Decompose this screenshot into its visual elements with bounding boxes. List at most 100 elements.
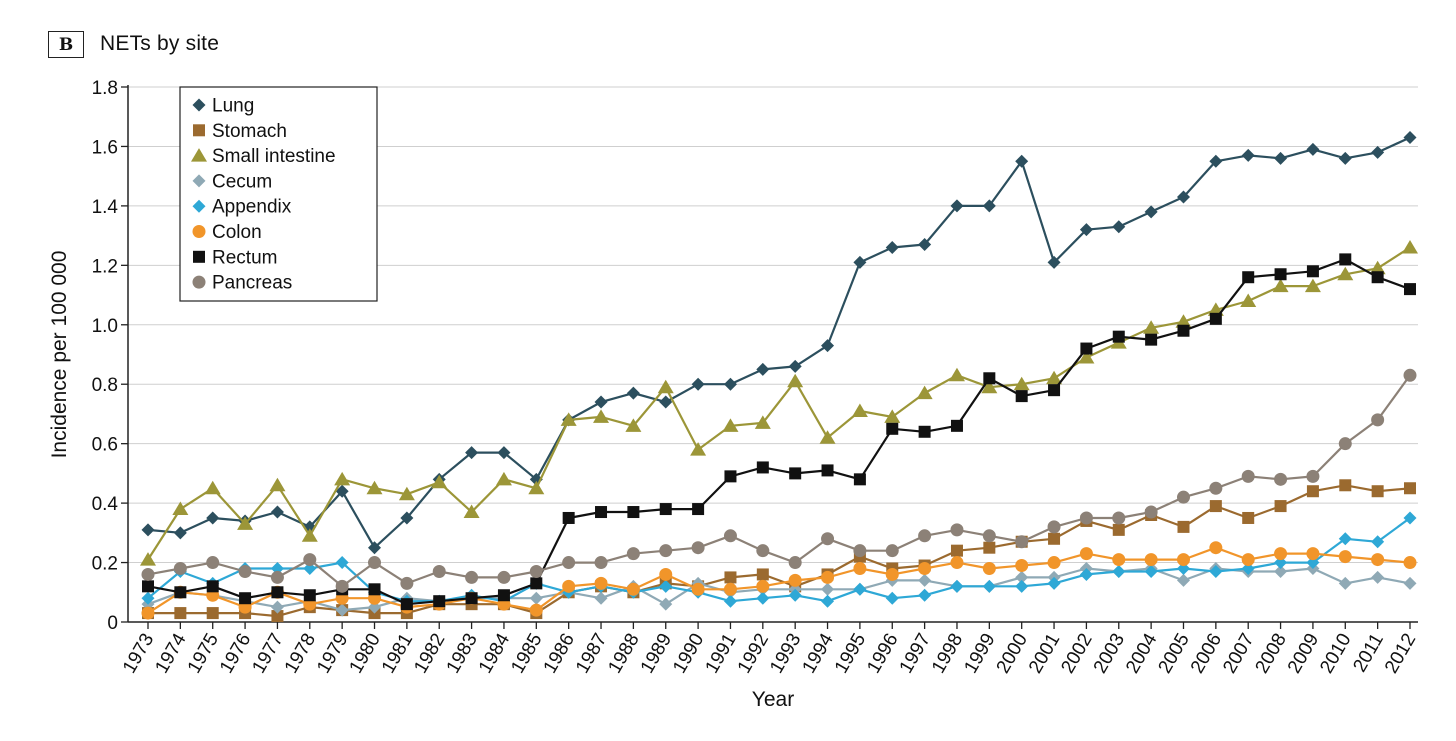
- colon-point: [788, 573, 802, 587]
- rectum-point: [659, 503, 672, 516]
- x-tick-label: 2005: [1154, 630, 1193, 677]
- small-intestine-point: [560, 412, 577, 426]
- stomach-point: [1404, 482, 1416, 495]
- x-tick-label: 1997: [896, 630, 935, 677]
- rectum-point: [142, 580, 154, 593]
- rectum-point: [206, 580, 219, 593]
- x-tick-label: 1978: [281, 630, 320, 677]
- legend-label-cecum: Cecum: [212, 171, 272, 192]
- appendix-point: [853, 582, 867, 596]
- legend: Lung Stomach Small intestine Cecum Appendix C…: [179, 86, 378, 302]
- legend-marker-stomach: [193, 124, 205, 137]
- lung-point: [788, 359, 802, 373]
- rectum-point: [886, 422, 899, 435]
- rectum-point: [724, 470, 737, 483]
- panel-title: NETs by site: [100, 32, 220, 55]
- x-tick-label: 2010: [1316, 630, 1355, 677]
- legend-marker-colon: [192, 225, 206, 238]
- small-intestine-point: [625, 418, 642, 432]
- y-axis-label: Incidence per 100 000: [48, 251, 71, 459]
- appendix-point: [1047, 576, 1061, 590]
- small-intestine-point: [657, 379, 674, 394]
- appendix-point: [1241, 562, 1255, 575]
- small-intestine-line: [147, 246, 1411, 561]
- colon-point: [853, 562, 867, 575]
- small-intestine-point: [787, 373, 804, 388]
- stomach-point: [174, 607, 187, 620]
- y-tick-label: 1.6: [92, 137, 118, 158]
- rectum-point: [1048, 384, 1061, 397]
- rectum-point: [1339, 253, 1352, 266]
- rectum-point: [400, 598, 413, 611]
- rectum-point: [1404, 283, 1416, 296]
- lung-point: [1306, 142, 1320, 156]
- legend-label-stomach: Stomach: [212, 121, 287, 142]
- small-intestine-point: [1337, 266, 1354, 281]
- x-tick-label: 1990: [669, 630, 708, 677]
- colon-point: [1176, 553, 1190, 567]
- lung-point: [400, 511, 414, 525]
- colon-point: [918, 562, 932, 575]
- pancreas-point: [238, 564, 252, 578]
- small-intestine-point: [948, 367, 965, 382]
- colon-point: [1144, 553, 1158, 567]
- rectum-point: [983, 372, 996, 385]
- series-appendix: [141, 511, 1417, 608]
- x-tick-label: 1995: [831, 630, 870, 677]
- appendix-point: [303, 562, 317, 575]
- pancreas-point: [270, 570, 284, 584]
- small-intestine-point: [754, 415, 771, 429]
- rectum-point: [174, 586, 187, 599]
- small-intestine-point: [334, 471, 351, 486]
- y-tick-label: 1.8: [92, 78, 118, 99]
- small-intestine-point: [1272, 278, 1289, 293]
- rectum-point: [1371, 271, 1384, 284]
- legend-label-rectum: Rectum: [212, 247, 277, 268]
- legend-label-small-intestine: Small intestine: [212, 146, 336, 167]
- x-tick-label: 1974: [151, 630, 191, 677]
- legend-marker-appendix: [192, 199, 206, 213]
- appendix-point: [335, 556, 349, 570]
- small-intestine-point: [1240, 293, 1257, 307]
- small-intestine-point: [204, 480, 221, 495]
- lung-point: [626, 386, 640, 400]
- lung-point: [1047, 255, 1061, 269]
- small-intestine-point: [916, 385, 933, 400]
- pancreas-point: [1209, 481, 1223, 495]
- appendix-point: [723, 594, 737, 608]
- colon-point: [141, 606, 155, 620]
- x-tick-label: 1993: [766, 630, 805, 677]
- small-intestine-point: [431, 474, 448, 489]
- x-tick-label: 1991: [701, 630, 740, 677]
- lung-point: [756, 362, 770, 376]
- appendix-point: [1079, 567, 1093, 581]
- pancreas-point: [1015, 535, 1029, 549]
- rectum-point: [692, 503, 705, 516]
- pancreas-point: [756, 544, 770, 558]
- small-intestine-point: [301, 528, 318, 542]
- rectum-point: [595, 506, 608, 519]
- rectum-point: [303, 589, 316, 602]
- rectum-point: [1177, 324, 1190, 337]
- stomach-point: [1048, 532, 1061, 545]
- lung-point: [950, 199, 964, 213]
- pancreas-point: [626, 547, 640, 561]
- appendix-point: [756, 591, 770, 605]
- rectum-point: [271, 586, 284, 599]
- lung-point: [335, 484, 349, 498]
- cecum-point: [1403, 576, 1417, 590]
- legend-marker-pancreas: [192, 275, 206, 289]
- y-tick-label: 0: [107, 613, 118, 634]
- appendix-point: [982, 579, 996, 593]
- colon-point: [821, 570, 835, 584]
- x-tick-label: 1989: [637, 630, 676, 677]
- colon-point: [594, 576, 608, 590]
- colon-point: [885, 567, 899, 581]
- pancreas-point: [788, 556, 802, 570]
- appendix-point: [1144, 564, 1158, 578]
- pancreas-point: [918, 529, 932, 543]
- series-lung: [141, 131, 1417, 555]
- pancreas-point: [982, 529, 996, 543]
- pancreas-point: [1338, 437, 1352, 451]
